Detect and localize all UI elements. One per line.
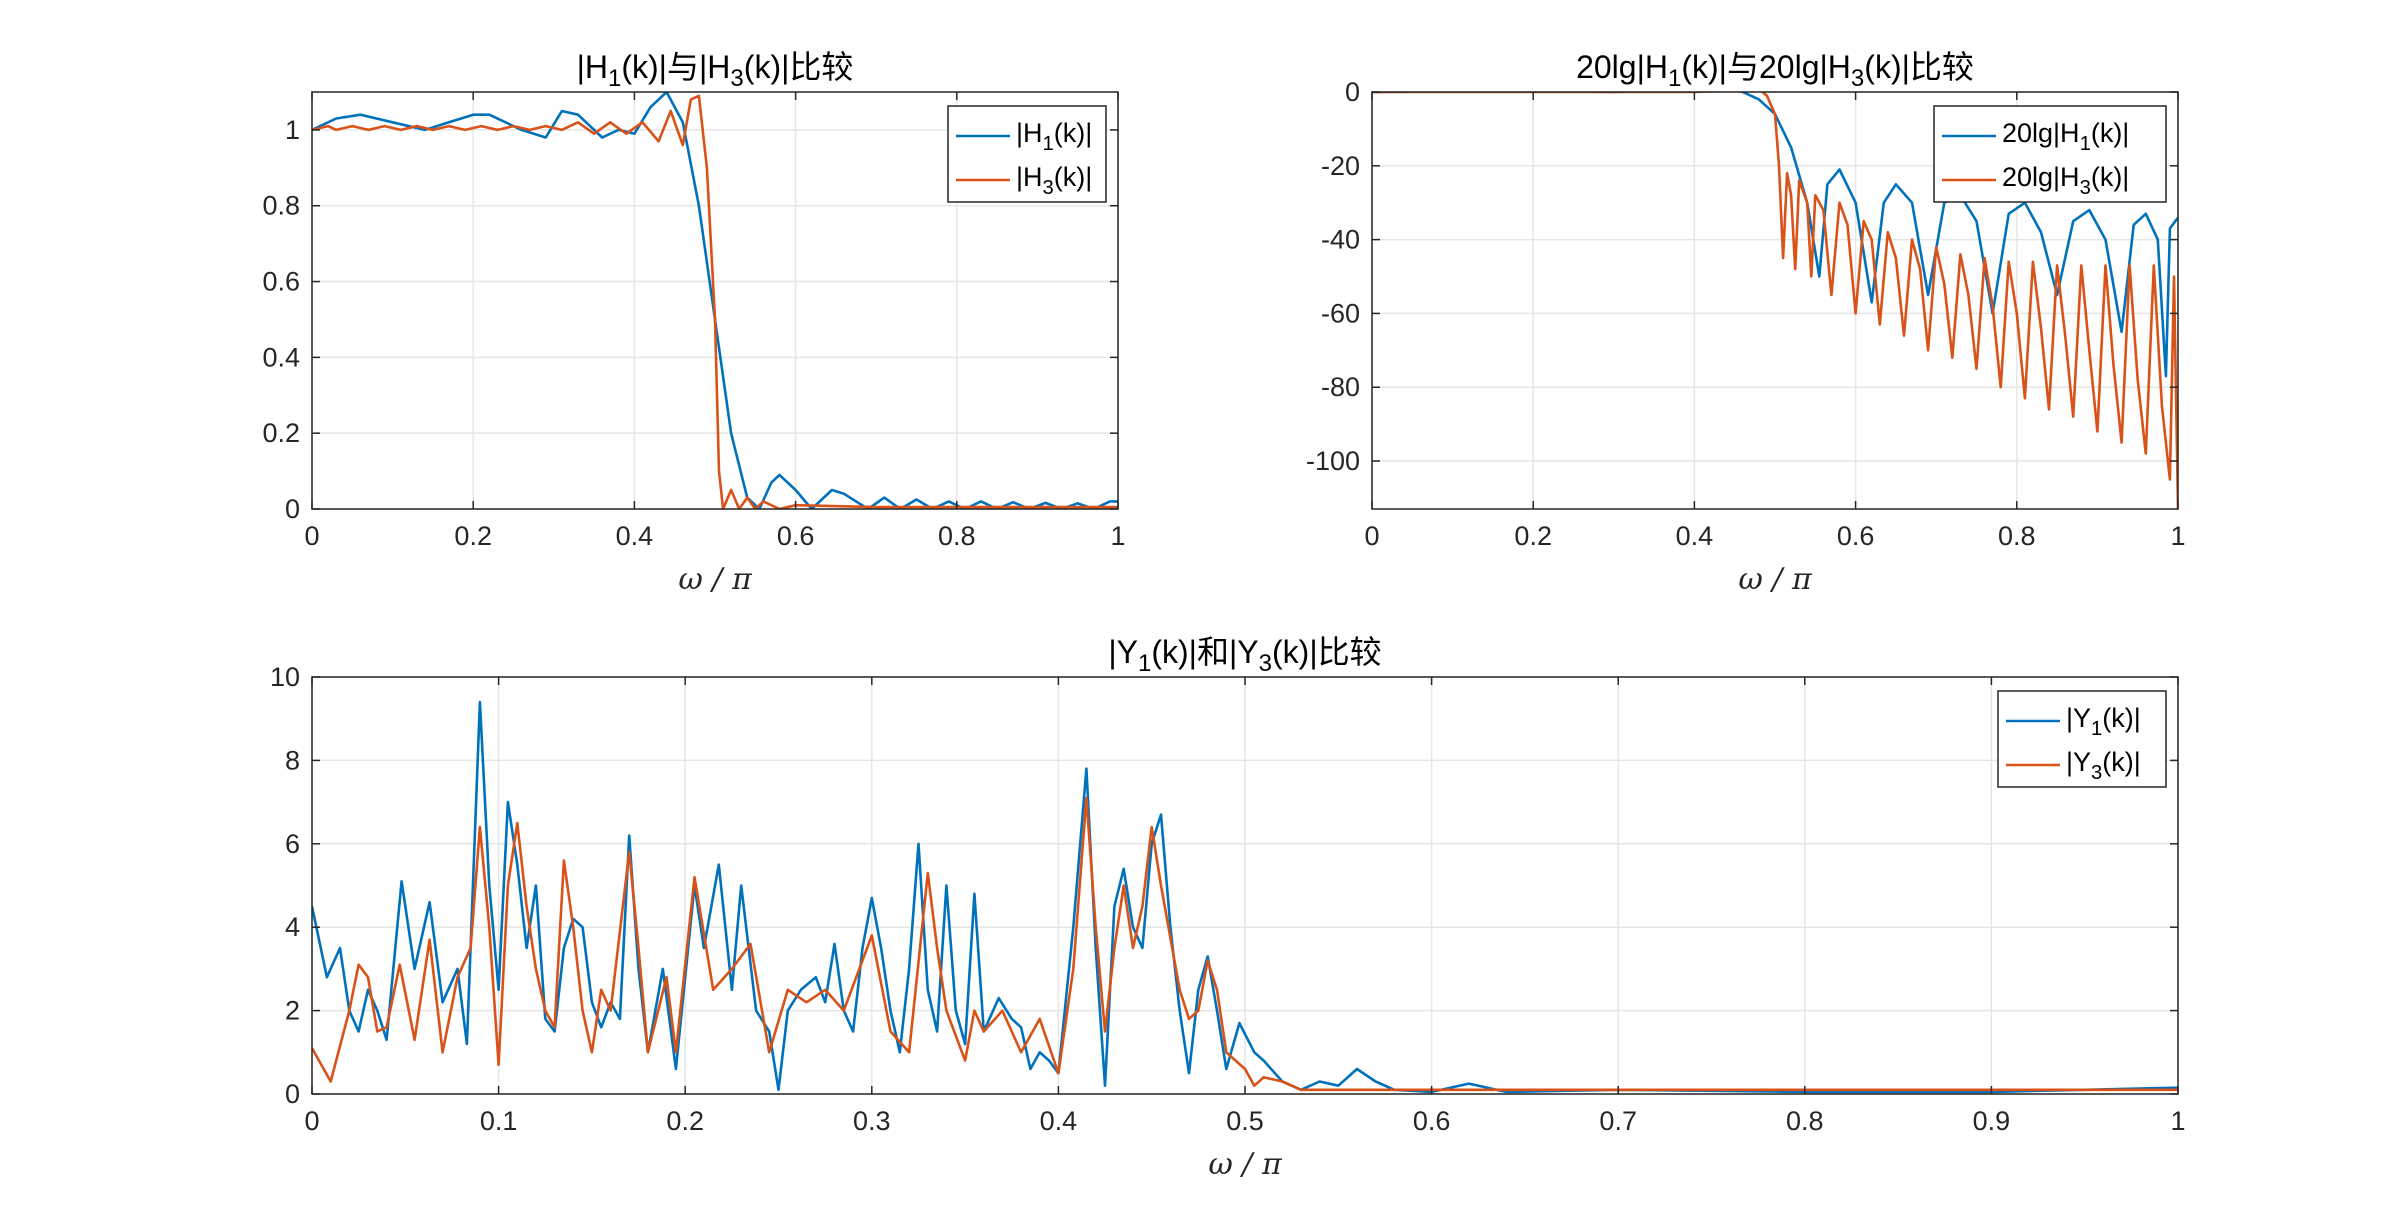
y-tick-label: 6 (285, 829, 300, 859)
x-tick-label: 0.6 (1413, 1106, 1451, 1136)
x-tick-label: 0.2 (1514, 521, 1552, 551)
plot-h-magnitude: 0 0.2 0.4 0.6 0.8 1 0 0.2 0.4 0.6 0.8 1 |H1(k)|与|H3(… (262, 49, 1125, 597)
legend-entry: 20lg|H3(k)| (2002, 162, 2129, 199)
x-tick-label: 0.1 (480, 1106, 518, 1136)
x-tick-label: 0.2 (454, 521, 492, 551)
y-tick-label: 2 (285, 996, 300, 1026)
plot-y-magnitude: 0 0.1 0.2 0.3 0.4 0.5 0.6 0.7 0.8 0.9 10246810|Y1(… (270, 634, 2186, 1182)
x-tick-label: 0.9 (1973, 1106, 2011, 1136)
series-line-a (312, 92, 1118, 509)
axes-box (1371, 91, 2179, 510)
y-tick-label: 8 (285, 745, 300, 775)
y-tick-label: 0 (285, 1079, 300, 1109)
axes-box (311, 91, 1119, 510)
legend-entry: |Y1(k)| (2066, 703, 2141, 740)
x-tick-label: 1 (1110, 521, 1125, 551)
series-line-a (1372, 92, 2178, 378)
series-line-b (312, 796, 2178, 1092)
chart-title: |H1(k)|与|H3(k)|比较 (577, 49, 854, 92)
y-tick-label: 0.6 (262, 267, 300, 297)
x-tick-label: 0 (304, 1106, 319, 1136)
legend: |Y1(k)| |Y3(k)| (1997, 690, 2167, 788)
x-tick-label: 0.5 (1226, 1106, 1264, 1136)
x-tick-label: 0.2 (666, 1106, 704, 1136)
legend: |H1(k)| |H3(k)| (947, 105, 1107, 203)
x-tick-label: 0.8 (1998, 521, 2036, 551)
legend-box (947, 105, 1107, 203)
series-line-a (312, 700, 2178, 1094)
x-tick-label: 0.8 (1786, 1106, 1824, 1136)
y-tick-label: -20 (1321, 151, 1360, 181)
y-tick-label: -40 (1321, 225, 1360, 255)
x-axis-label: ω / π (678, 562, 753, 597)
x-axis-label: ω / π (1208, 1147, 1283, 1182)
legend-entry: |H1(k)| (1016, 118, 1092, 155)
y-tick-label: 0.8 (262, 191, 300, 221)
x-tick-label: 0.4 (1676, 521, 1714, 551)
y-tick-label: 0.4 (262, 342, 300, 372)
y-tick-label: 4 (285, 912, 300, 942)
x-tick-label: 0 (304, 521, 319, 551)
legend-box (1933, 105, 2167, 203)
y-tick-label: 0.2 (262, 418, 300, 448)
x-tick-label: 1 (2170, 521, 2185, 551)
x-tick-label: 0.3 (853, 1106, 891, 1136)
series-line-b (1372, 92, 2178, 509)
x-tick-label: 0.8 (938, 521, 976, 551)
x-axis-label: ω / π (1738, 562, 1813, 597)
y-tick-label: 10 (270, 662, 300, 692)
x-tick-label: 0 (1364, 521, 1379, 551)
y-tick-label: -60 (1321, 298, 1360, 328)
legend-entry: 20lg|H1(k)| (2002, 118, 2129, 155)
plot-h-db: 0 0.2 0.4 0.6 0.8 1 -100 -80 -60 -40 -20 0 20lg|H1(k… (1306, 49, 2186, 597)
y-tick-label: -100 (1306, 446, 1360, 476)
series-line-b (312, 94, 1118, 509)
legend-entry: |H3(k)| (1016, 162, 1092, 199)
y-tick-label: 1 (285, 115, 300, 145)
x-tick-label: 0.7 (1599, 1106, 1637, 1136)
x-tick-label: 0.4 (616, 521, 654, 551)
y-tick-label: 0 (1345, 77, 1360, 107)
legend-box (1997, 690, 2167, 788)
x-tick-label: 0.4 (1040, 1106, 1078, 1136)
chart-title: |Y1(k)|和|Y3(k)|比较 (1108, 634, 1381, 677)
y-tick-label: -80 (1321, 372, 1360, 402)
y-tick-label: 0 (285, 494, 300, 524)
x-tick-label: 0.6 (777, 521, 815, 551)
x-tick-label: 0.6 (1837, 521, 1875, 551)
legend: 20lg|H1(k)| 20lg|H3(k)| (1933, 105, 2167, 203)
legend-entry: |Y3(k)| (2066, 747, 2141, 784)
chart-title: 20lg|H1(k)|与20lg|H3(k)|比较 (1576, 49, 1974, 92)
x-tick-label: 1 (2170, 1106, 2185, 1136)
